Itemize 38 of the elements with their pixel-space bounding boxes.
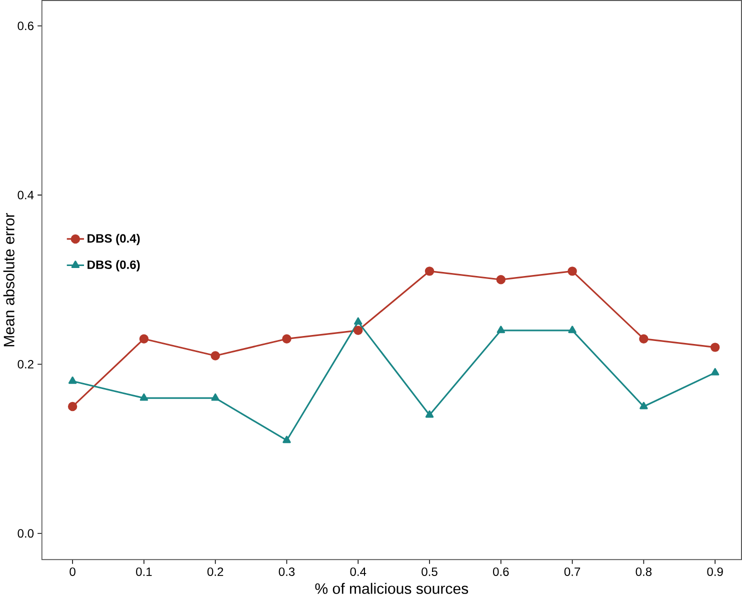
y-tick-label: 0.4 — [18, 190, 34, 200]
x-tick-label: 0.4 — [350, 567, 366, 576]
y-tick-label: 0.2 — [18, 360, 34, 368]
y-tick-label: 0.6 — [18, 21, 34, 30]
x-tick-label: 0.3 — [278, 567, 295, 576]
legend-label: DBS (0.6) — [88, 260, 140, 272]
point — [568, 326, 576, 333]
x-tick-label: 0.2 — [207, 567, 224, 576]
legend-label: DBS (0.4) — [88, 234, 140, 245]
x-tick-label: 0.5 — [422, 567, 438, 576]
point — [568, 266, 577, 276]
point — [139, 334, 149, 344]
x-tick-label: 0 — [70, 567, 76, 576]
x-tick-label: 0.9 — [707, 567, 723, 576]
x-tick-label: 0.7 — [564, 567, 580, 576]
y-axis-title: Mean absolute error — [3, 212, 14, 346]
point — [710, 342, 720, 352]
x-tick-label: 0.1 — [136, 567, 152, 576]
point — [640, 402, 648, 410]
point — [710, 368, 720, 376]
point — [282, 334, 292, 344]
x-axis-title: % of malicious sources — [315, 582, 468, 594]
x-tick-label: 0.6 — [493, 567, 509, 576]
x-tick-label: 0.8 — [636, 567, 652, 576]
point — [68, 376, 77, 384]
point — [354, 326, 363, 335]
point — [140, 393, 148, 401]
point — [282, 436, 291, 443]
point — [496, 326, 506, 333]
y-tick-label: 0.0 — [18, 529, 34, 538]
point — [210, 351, 220, 360]
point — [211, 393, 220, 401]
point — [425, 410, 434, 418]
point — [354, 317, 362, 325]
point — [496, 274, 506, 284]
point — [639, 334, 648, 344]
point — [68, 402, 78, 411]
point — [424, 266, 434, 276]
